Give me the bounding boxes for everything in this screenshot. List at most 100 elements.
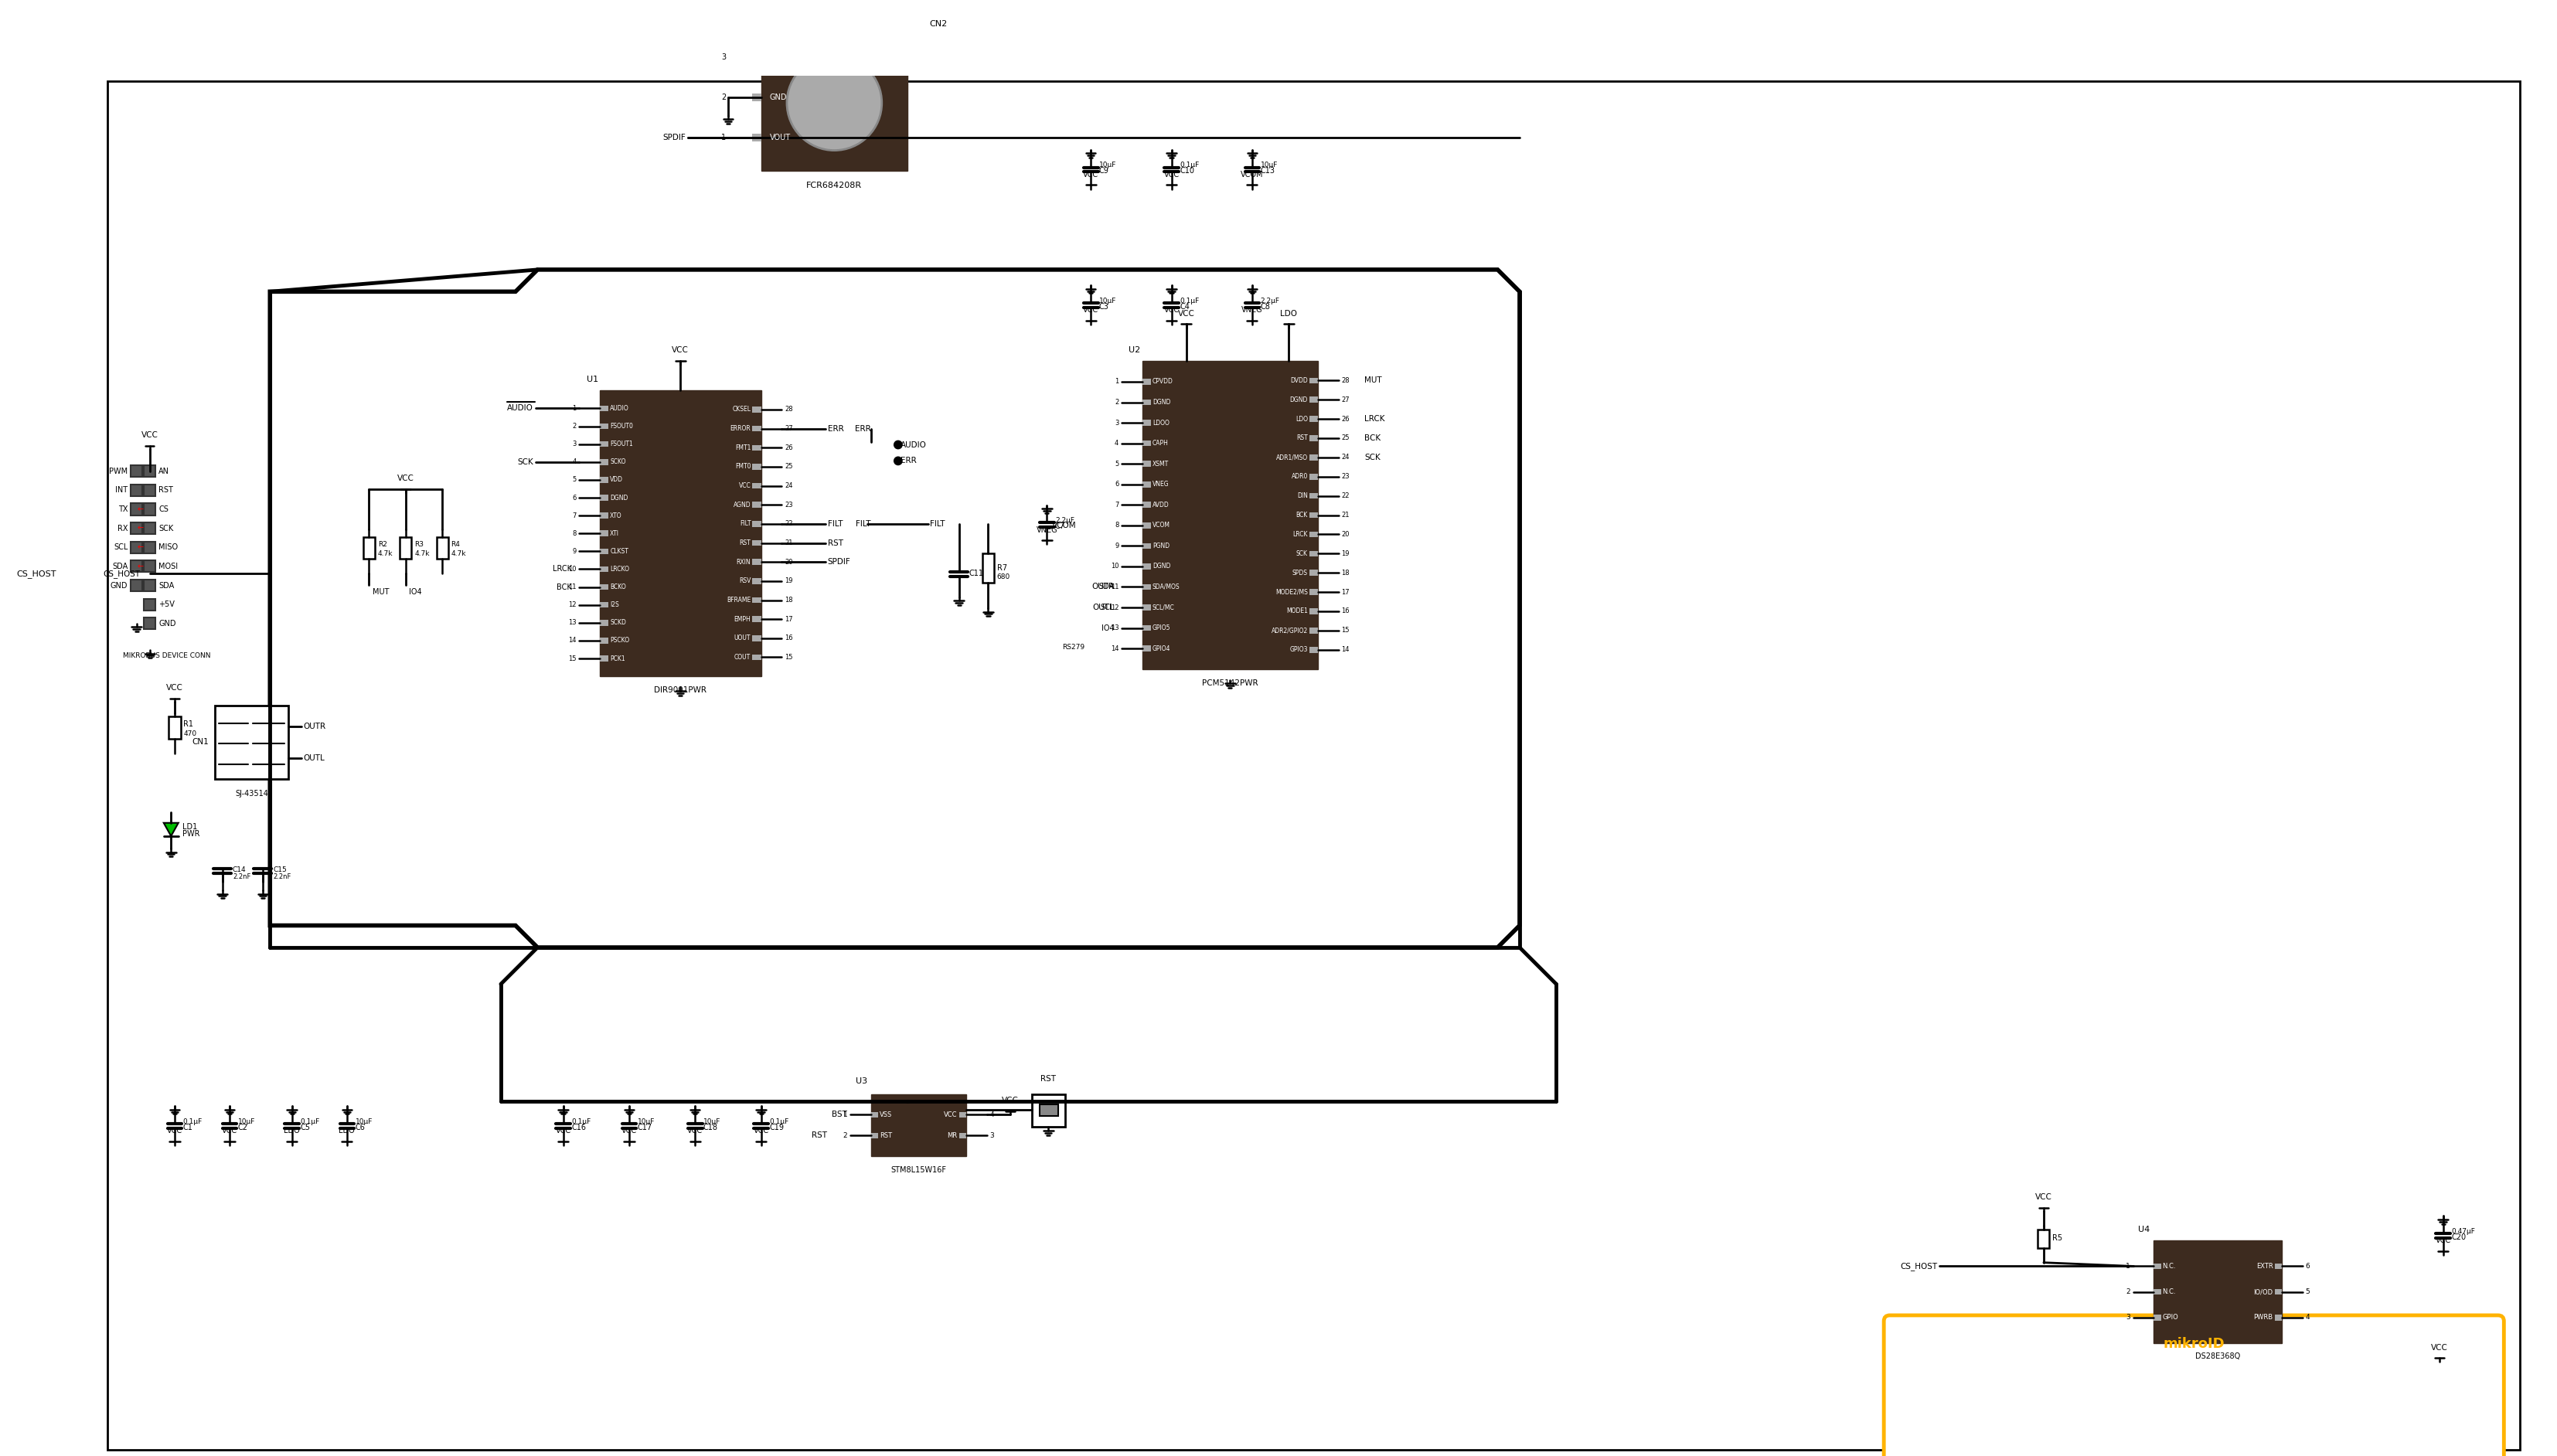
Text: C18: C18 <box>703 1124 719 1131</box>
Text: 10μF: 10μF <box>703 1118 721 1125</box>
Text: BCK: BCK <box>557 584 573 591</box>
Text: AUDIO: AUDIO <box>506 405 532 412</box>
Bar <box>399 537 412 559</box>
Bar <box>872 1133 877 1139</box>
Text: FSOUT0: FSOUT0 <box>611 422 634 430</box>
Bar <box>1309 590 1317 596</box>
Text: SJ-43514: SJ-43514 <box>235 791 268 798</box>
Text: LDOO: LDOO <box>1153 419 1169 427</box>
Bar <box>601 584 609 590</box>
Text: PWRB: PWRB <box>2253 1313 2273 1321</box>
Text: R1: R1 <box>184 721 194 728</box>
Text: SCL: SCL <box>1100 604 1115 612</box>
Text: IO4: IO4 <box>1102 625 1115 632</box>
Text: GPIO3: GPIO3 <box>1289 646 1307 654</box>
Text: 0.1μF: 0.1μF <box>1179 297 1199 304</box>
Text: RST: RST <box>739 540 752 546</box>
Text: 24: 24 <box>785 482 793 489</box>
Bar <box>752 93 762 100</box>
Text: GPIO5: GPIO5 <box>1153 625 1171 632</box>
Bar <box>752 502 762 508</box>
Text: SPDIF: SPDIF <box>828 558 851 566</box>
Text: 10μF: 10μF <box>1100 297 1117 304</box>
Text: 13: 13 <box>568 619 575 626</box>
Text: R2: R2 <box>378 542 386 547</box>
Text: 20: 20 <box>785 559 793 565</box>
Text: C16: C16 <box>570 1124 586 1131</box>
Bar <box>1309 416 1317 422</box>
Text: VCC: VCC <box>688 1127 703 1134</box>
Text: CKSEL: CKSEL <box>731 406 752 414</box>
Text: BFRAME: BFRAME <box>726 597 752 604</box>
Text: DGND: DGND <box>1153 399 1171 406</box>
Bar <box>1309 377 1317 383</box>
Text: MISO: MISO <box>159 543 179 552</box>
Text: VCC: VCC <box>1179 310 1194 317</box>
Bar <box>1143 604 1151 610</box>
Text: I2S: I2S <box>611 601 619 609</box>
Text: 26: 26 <box>1342 415 1350 422</box>
Bar <box>601 459 609 464</box>
Text: DVDD: DVDD <box>1291 377 1307 384</box>
Bar <box>752 654 762 660</box>
Text: 17: 17 <box>1342 588 1350 596</box>
Text: 3: 3 <box>990 1133 995 1139</box>
Text: ERR: ERR <box>900 457 915 464</box>
Text: U1: U1 <box>586 376 598 383</box>
Bar <box>601 620 609 626</box>
Text: VCC: VCC <box>1084 170 1100 178</box>
FancyBboxPatch shape <box>1885 1315 2503 1456</box>
Text: 2.2nF: 2.2nF <box>274 874 291 881</box>
Text: 4: 4 <box>1115 440 1120 447</box>
Text: OUTR: OUTR <box>1092 582 1115 591</box>
Bar <box>601 638 609 644</box>
Text: VCC: VCC <box>672 347 688 354</box>
Bar <box>752 483 762 489</box>
Text: DIR9001PWR: DIR9001PWR <box>655 687 706 695</box>
Text: ADR1/MSO: ADR1/MSO <box>1276 454 1307 462</box>
Bar <box>1143 502 1151 508</box>
Bar <box>143 561 156 572</box>
Text: INT: INT <box>115 486 128 494</box>
Text: COUT: COUT <box>734 654 752 661</box>
Text: RSV: RSV <box>739 578 752 584</box>
Text: GND: GND <box>110 581 128 590</box>
Text: MOSI: MOSI <box>159 562 179 571</box>
Bar <box>752 616 762 622</box>
Text: 23: 23 <box>1342 473 1350 480</box>
Text: SDA: SDA <box>159 581 174 590</box>
Text: RST: RST <box>811 1131 826 1140</box>
Text: VCOM: VCOM <box>1051 521 1076 529</box>
Bar <box>752 54 762 61</box>
Text: 3: 3 <box>721 54 726 61</box>
Bar <box>1309 569 1317 575</box>
Text: AUDIO: AUDIO <box>900 441 926 448</box>
Text: PCK1: PCK1 <box>611 655 626 662</box>
Text: ADR2/GPIO2: ADR2/GPIO2 <box>1271 628 1307 633</box>
Text: LDO: LDO <box>284 1127 299 1134</box>
Bar <box>143 617 156 629</box>
Text: RST: RST <box>880 1133 892 1139</box>
Bar <box>130 523 143 534</box>
Text: VNEG: VNEG <box>1153 480 1169 488</box>
Bar <box>143 485 156 496</box>
Text: SCK: SCK <box>159 524 174 533</box>
Bar <box>1041 1104 1059 1115</box>
Text: 470: 470 <box>184 729 197 737</box>
Bar <box>982 553 995 582</box>
Text: LRCKO: LRCKO <box>611 566 629 572</box>
Text: 2: 2 <box>2125 1289 2130 1296</box>
Text: 27: 27 <box>785 425 793 432</box>
Text: 8: 8 <box>1115 521 1120 529</box>
Text: C1: C1 <box>184 1124 192 1131</box>
Text: 10μF: 10μF <box>238 1118 256 1125</box>
Text: 16: 16 <box>785 635 793 642</box>
Bar <box>752 444 762 450</box>
Text: GPIO: GPIO <box>2163 1313 2179 1321</box>
Text: 12: 12 <box>568 601 575 609</box>
Bar <box>1309 609 1317 614</box>
Text: 18: 18 <box>1342 569 1350 577</box>
Text: 27: 27 <box>1342 396 1350 403</box>
Text: MUT: MUT <box>1365 377 1381 384</box>
Bar <box>143 504 156 515</box>
